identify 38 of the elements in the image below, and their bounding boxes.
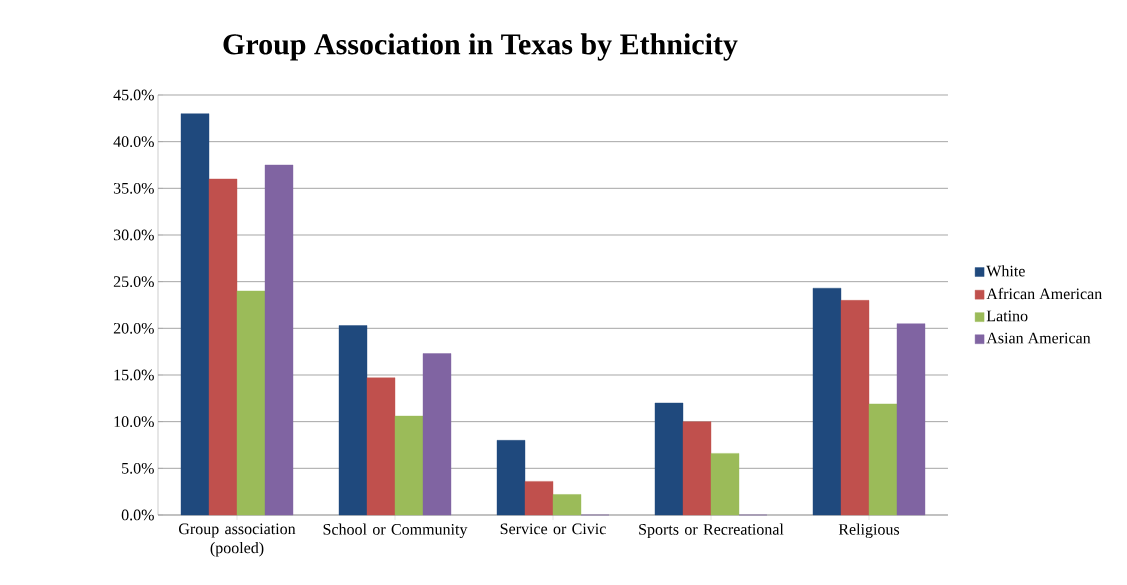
x-tick-label: School or Community [323, 523, 468, 539]
y-tick-label: 35.0% [113, 182, 154, 194]
legend-label: Latino [986, 310, 1028, 322]
y-tick-label: 15.0% [114, 369, 154, 381]
x-tick-label: Service or Civic [500, 523, 606, 535]
bar [840, 300, 870, 516]
bar [236, 290, 266, 516]
y-tick-label: 20.0% [113, 322, 154, 334]
bar [654, 402, 684, 516]
bar [896, 323, 926, 516]
y-tick-label: 30.0% [113, 229, 154, 241]
y-tick-label: 40.0% [113, 136, 154, 148]
bar [180, 113, 210, 516]
bar [338, 325, 368, 516]
legend-label: Asian American [986, 332, 1091, 344]
legend-label: African American [986, 287, 1102, 300]
x-tick-label: Sports or Recreational [639, 523, 784, 539]
y-tick-label: 45.0% [113, 89, 154, 101]
bar [710, 453, 740, 516]
chart-title: Group Association in Texas by Ethnicity [223, 33, 738, 61]
bar [524, 481, 554, 516]
legend-label: White [986, 265, 1025, 277]
bar [208, 178, 238, 516]
bar [366, 377, 396, 516]
bar [394, 415, 424, 516]
bar [868, 403, 898, 516]
bar [422, 353, 452, 516]
bar [264, 164, 294, 516]
y-tick-label: 10.0% [114, 416, 154, 428]
bar [496, 440, 526, 516]
x-tick-label: Religious [838, 523, 900, 539]
bar [552, 494, 582, 516]
x-tick-label: Group association (pooled) [179, 523, 296, 557]
y-tick-label: 5.0% [122, 462, 154, 474]
bar [682, 421, 712, 516]
y-tick-label: 0.0% [121, 509, 154, 521]
bar [812, 287, 842, 516]
y-tick-label: 25.0% [113, 276, 154, 288]
